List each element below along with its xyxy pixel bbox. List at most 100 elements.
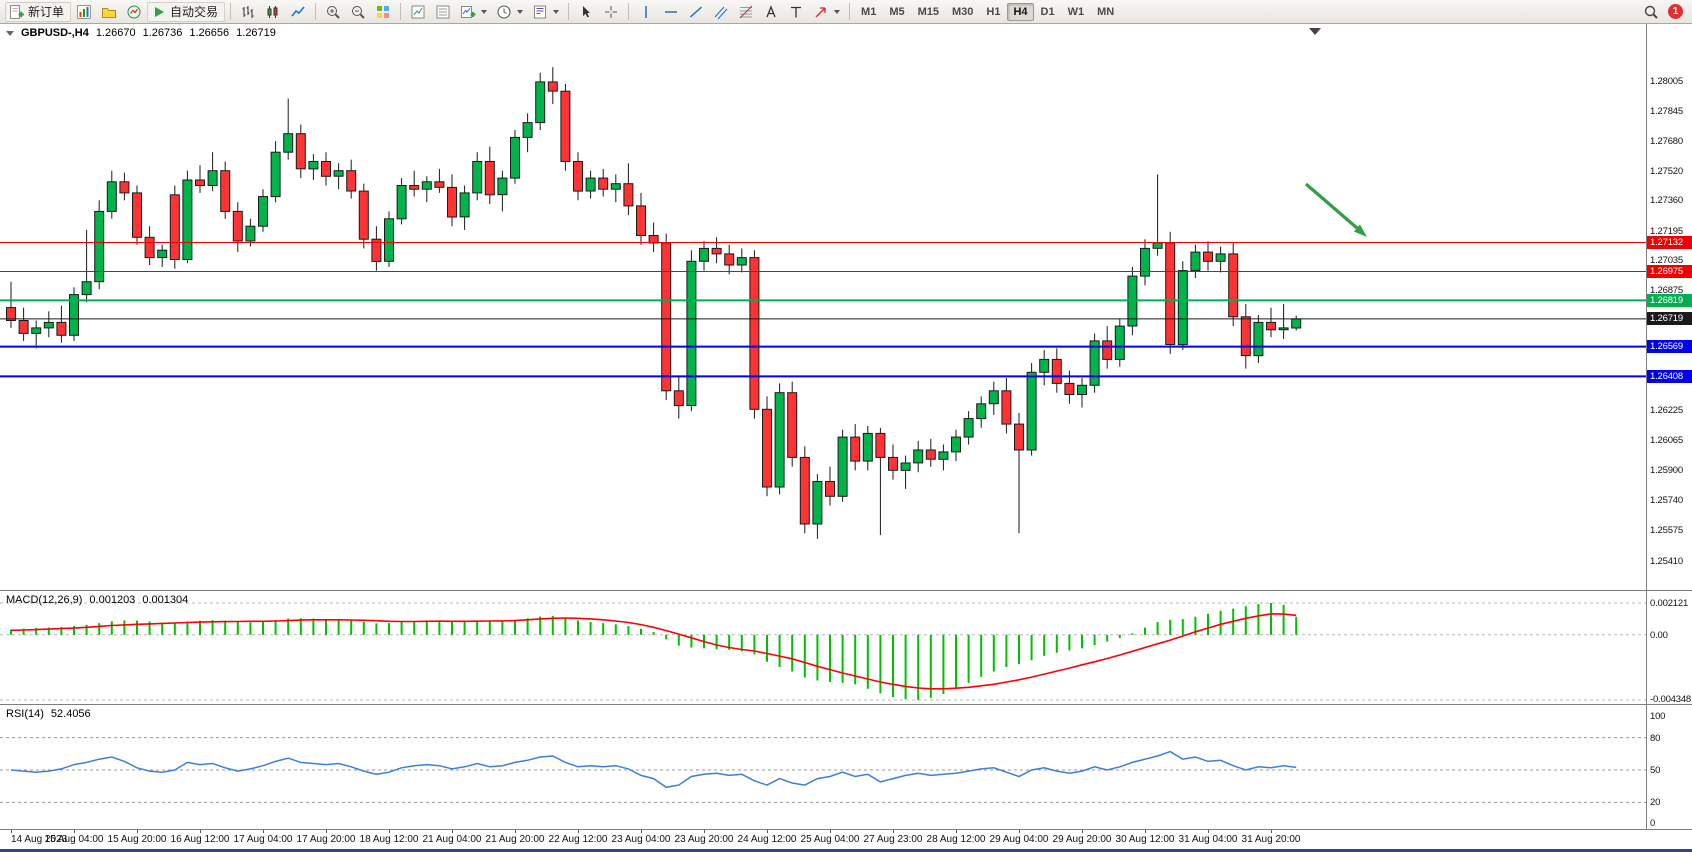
time-axis-label: 16 Aug 12:00 — [170, 834, 230, 845]
tile-windows-button[interactable] — [371, 2, 395, 22]
macd-signal-value: 0.001304 — [142, 594, 189, 606]
rsi-axis-label: 50 — [1650, 765, 1661, 776]
indicator-list-button[interactable] — [406, 2, 430, 22]
add-indicator-icon — [461, 5, 476, 18]
horizontal-line-tool-button[interactable] — [659, 2, 683, 22]
ohlc-high: 1.26736 — [142, 27, 183, 39]
time-axis-label: 25 Aug 04:00 — [800, 834, 860, 845]
price-chart-svg[interactable] — [0, 24, 1646, 590]
time-axis-label: 14 Aug 2023 — [11, 834, 68, 845]
time-axis-tick — [956, 830, 957, 833]
price-axis-label: 1.27680 — [1650, 136, 1683, 148]
price-panel: GBPUSD-,H4 1.26670 1.26736 1.26656 1.267… — [0, 24, 1692, 590]
price-axis-label: 1.26875 — [1650, 285, 1683, 297]
new-order-label: 新订单 — [28, 5, 65, 19]
timeframe-m1[interactable]: M1 — [855, 3, 882, 21]
vertical-line-tool-button[interactable] — [634, 2, 658, 22]
time-axis-label: 28 Aug 12:00 — [926, 834, 986, 845]
text-tool-button[interactable] — [759, 2, 783, 22]
rsi-axis-label: 100 — [1650, 711, 1666, 722]
macd-axis-label: 0.00 — [1650, 629, 1668, 641]
timeframe-h4[interactable]: H4 — [1007, 2, 1034, 21]
templates-button[interactable] — [528, 2, 563, 22]
rsi-axis: 100 80 50 20 0 — [1646, 705, 1692, 829]
data-window-button[interactable] — [431, 2, 455, 22]
crosshair-button[interactable] — [599, 2, 623, 22]
price-axis-label: 1.27360 — [1650, 195, 1683, 207]
vertical-line-icon — [645, 5, 647, 18]
price-axis-label: 1.28005 — [1650, 76, 1683, 87]
time-axis-label: 15 Aug 04:00 — [44, 834, 104, 845]
price-axis-label: 1.27520 — [1650, 165, 1683, 177]
time-axis-tick — [137, 830, 138, 833]
auto-trading-label: 自动交易 — [170, 5, 219, 19]
timeframe-d1[interactable]: D1 — [1035, 3, 1061, 21]
timeframe-w1[interactable]: W1 — [1062, 3, 1091, 21]
rsi-axis-label: 20 — [1650, 797, 1661, 809]
label-tool-icon — [791, 6, 802, 17]
price-level-tag: 1.26975 — [1647, 265, 1692, 279]
rsi-chart-svg[interactable] — [0, 705, 1646, 829]
macd-panel: MACD(12,26,9) 0.001203 0.001304 0.002121… — [0, 590, 1692, 705]
charts-button[interactable] — [72, 2, 96, 22]
time-axis-tick — [200, 830, 201, 833]
new-order-button[interactable]: 新订单 — [5, 1, 72, 22]
profiles-button[interactable] — [97, 2, 121, 22]
time-axis-tick — [830, 830, 831, 833]
line-chart-type-button[interactable] — [286, 2, 310, 22]
charts-icon — [77, 4, 92, 19]
ohlc-close: 1.26719 — [236, 27, 276, 39]
rsi-axis-label: 0 — [1650, 818, 1656, 829]
auto-trading-button[interactable]: 自动交易 — [147, 1, 226, 22]
bar-chart-type-button[interactable] — [236, 2, 260, 22]
cursor-button[interactable] — [574, 2, 598, 22]
toolbar-separator — [315, 3, 317, 20]
time-axis-label: 21 Aug 20:00 — [485, 834, 545, 845]
time-axis-tick — [74, 830, 75, 833]
template-icon — [534, 5, 547, 18]
trendline-tool-button[interactable] — [684, 2, 708, 22]
market-watch-button[interactable] — [122, 2, 146, 22]
fibonacci-tool-button[interactable] — [734, 2, 758, 22]
timeframe-m5[interactable]: M5 — [883, 3, 910, 21]
search-button[interactable] — [1639, 2, 1663, 22]
toolbar-separator — [400, 3, 402, 20]
time-axis-tick — [641, 830, 642, 833]
time-axis-tick — [1082, 830, 1083, 833]
dropdown-caret — [834, 9, 841, 14]
timeframe-mn[interactable]: MN — [1091, 3, 1120, 21]
notification-badge[interactable]: 1 — [1668, 4, 1683, 19]
time-axis-tick — [389, 830, 390, 833]
price-axis-label: 1.25410 — [1650, 556, 1683, 567]
macd-chart-svg[interactable] — [0, 591, 1646, 704]
time-axis-tick — [1145, 830, 1146, 833]
zoom-in-button[interactable] — [321, 2, 345, 22]
rsi-panel: RSI(14) 52.4056 100 80 50 20 0 — [0, 704, 1692, 829]
label-tool-button[interactable] — [784, 2, 808, 22]
timeframe-m30[interactable]: M30 — [946, 3, 979, 21]
price-axis-label: 1.26065 — [1650, 434, 1683, 446]
time-axis-label: 31 Aug 04:00 — [1178, 834, 1238, 845]
cursor-icon — [583, 5, 591, 17]
macd-axis: 0.002121 0.00 -0.004348 — [1646, 591, 1692, 705]
timeframe-m15[interactable]: M15 — [912, 3, 945, 21]
arrows-tool-button[interactable] — [809, 2, 844, 22]
chart-title: GBPUSD-,H4 1.26670 1.26736 1.26656 1.267… — [6, 27, 276, 39]
zoom-out-button[interactable] — [346, 2, 370, 22]
time-axis-tick — [893, 830, 894, 833]
timeframe-h1[interactable]: H1 — [980, 3, 1006, 21]
toolbar-separator — [849, 3, 851, 20]
add-indicator-button[interactable] — [456, 2, 491, 22]
crosshair-icon — [605, 5, 618, 18]
time-axis-tick — [1208, 830, 1209, 833]
periods-button[interactable] — [492, 2, 527, 22]
channel-tool-button[interactable] — [709, 2, 733, 22]
clock-icon — [497, 5, 511, 18]
time-axis-label: 23 Aug 04:00 — [611, 834, 671, 845]
price-level-tag: 1.26719 — [1647, 312, 1692, 326]
toolbar-separator — [568, 3, 570, 20]
price-level-tag: 1.27132 — [1647, 235, 1692, 249]
rsi-label: RSI(14) — [6, 708, 44, 720]
candlestick-type-button[interactable] — [261, 2, 285, 22]
time-axis-tick — [326, 830, 327, 833]
